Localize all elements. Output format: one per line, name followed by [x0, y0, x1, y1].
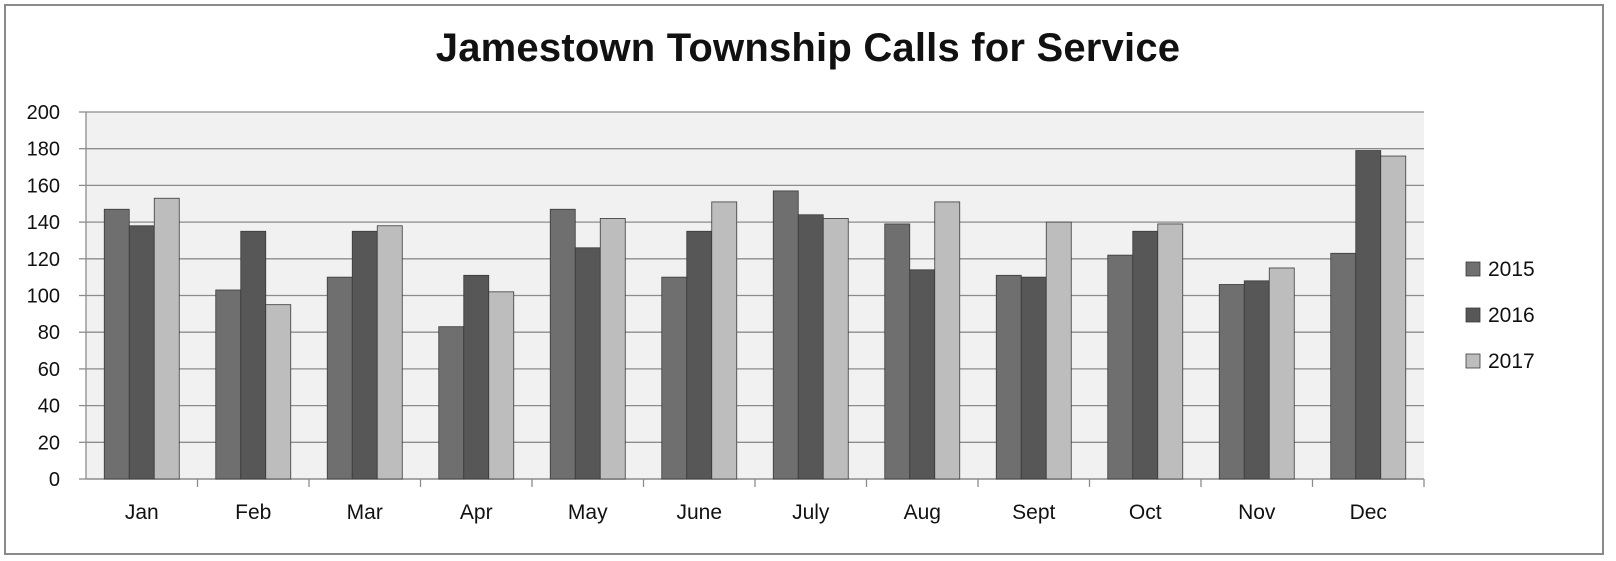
x-tick-label: Apr — [460, 501, 493, 524]
bar-2016-jan — [128, 225, 155, 480]
x-tick-label: Nov — [1238, 501, 1276, 524]
bar-2016-apr — [463, 274, 490, 480]
y-tick-label: 200 — [27, 102, 60, 124]
bar-2016-dec — [1355, 150, 1382, 480]
y-tick-label: 180 — [27, 139, 60, 161]
bar-2017-dec — [1380, 155, 1407, 480]
bar-2015-may — [549, 208, 576, 480]
legend: 2015 2016 2017 — [1465, 258, 1535, 373]
y-tick-label: 20 — [38, 432, 60, 454]
x-tick-label: Mar — [347, 501, 383, 524]
y-tick-label: 120 — [27, 249, 60, 271]
bar-2016-feb — [240, 230, 267, 480]
bar-2017-june — [711, 201, 738, 480]
y-tick-label: 60 — [38, 359, 60, 381]
chart-title: Jamestown Township Calls for Service — [435, 26, 1181, 70]
bar-2017-may — [599, 218, 626, 480]
bar-2016-nov — [1243, 280, 1270, 480]
bar-2016-may — [574, 247, 601, 480]
bar-2016-july — [797, 214, 824, 480]
bar-2015-nov — [1218, 284, 1245, 480]
x-tick-label: Jan — [125, 501, 159, 524]
bar-2015-oct — [1107, 254, 1134, 480]
bar-2017-mar — [376, 225, 403, 480]
bar-2015-jan — [103, 208, 130, 480]
legend-swatch-2015 — [1465, 261, 1481, 277]
bar-2017-july — [822, 218, 849, 480]
bar-2017-nov — [1268, 267, 1295, 480]
bar-2017-apr — [488, 291, 515, 480]
legend-label-2017: 2017 — [1488, 350, 1535, 373]
legend-label-2015: 2015 — [1488, 258, 1535, 281]
y-tick-label: 140 — [27, 212, 60, 234]
x-tick-label: June — [676, 501, 722, 524]
y-tick-label: 80 — [38, 322, 60, 344]
x-tick-label: July — [792, 501, 830, 524]
x-tick-label: Oct — [1129, 501, 1162, 524]
bar-2017-aug — [934, 201, 961, 480]
bar-2017-sept — [1045, 221, 1072, 480]
x-tick-label: May — [568, 501, 608, 524]
bar-2015-feb — [215, 289, 242, 480]
y-tick-label: 40 — [38, 396, 60, 418]
legend-swatch-2016 — [1465, 307, 1481, 323]
bar-2017-oct — [1157, 223, 1184, 480]
bar-2016-oct — [1132, 230, 1159, 480]
bar-2017-feb — [265, 304, 292, 480]
bar-2017-jan — [153, 197, 180, 480]
x-tick-label: Aug — [904, 501, 941, 524]
bar-2016-aug — [909, 269, 936, 480]
y-tick-label: 160 — [27, 175, 60, 197]
x-tick-label: Dec — [1350, 501, 1387, 524]
bar-2016-mar — [351, 230, 378, 480]
bar-2015-sept — [995, 274, 1022, 480]
bar-2015-june — [661, 276, 688, 480]
legend-label-2016: 2016 — [1488, 304, 1535, 327]
bar-2015-dec — [1330, 252, 1357, 480]
y-tick-label: 100 — [27, 286, 60, 308]
bar-2015-july — [772, 190, 799, 480]
x-tick-label: Feb — [235, 501, 271, 524]
y-tick-label: 0 — [49, 469, 60, 491]
plot-area: 0 20 40 60 80 100 120 140 160 180 200 Jan Feb Mar Apr M… — [27, 102, 1425, 524]
x-tick-label: Sept — [1012, 501, 1055, 524]
legend-swatch-2017 — [1465, 353, 1481, 369]
bar-2016-june — [686, 230, 713, 480]
bar-2015-aug — [884, 223, 911, 480]
bar-2015-mar — [326, 276, 353, 480]
bar-2015-apr — [438, 326, 465, 480]
bar-2016-sept — [1020, 276, 1047, 480]
